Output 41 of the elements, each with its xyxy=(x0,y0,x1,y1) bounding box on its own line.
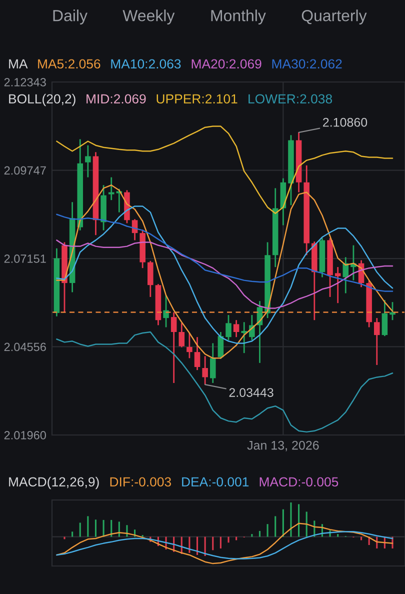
candlestick xyxy=(163,294,169,328)
y-tick-label: 2.04556 xyxy=(4,342,46,352)
annotation: 2.10860 xyxy=(323,118,368,127)
line-series xyxy=(56,214,394,292)
text: MA xyxy=(9,59,28,68)
annotation: BOLL(20,2) xyxy=(9,94,76,106)
candlestick xyxy=(374,317,380,366)
text: LOWER:2.038 xyxy=(248,94,332,104)
annotation: 2.03443 xyxy=(229,388,274,397)
candlestick xyxy=(186,332,192,359)
candlestick xyxy=(334,266,341,304)
line-series xyxy=(56,126,394,214)
text: UPPER:2.101 xyxy=(156,94,238,104)
text: MA20:2.069 xyxy=(192,59,262,69)
candlestick xyxy=(194,336,200,371)
candlestick xyxy=(178,322,185,348)
candlestick xyxy=(85,144,91,178)
y-tick-label: 2.12343 xyxy=(4,78,46,86)
text: Quarterly xyxy=(302,10,367,24)
candlestick xyxy=(202,355,208,386)
text: MA10:2.063 xyxy=(111,59,181,69)
text: MA30:2.062 xyxy=(272,59,342,69)
text: Weekly xyxy=(122,10,175,24)
candlestick xyxy=(382,299,388,337)
candlestick xyxy=(226,314,232,341)
candlestick xyxy=(170,312,177,384)
y-tick-label: 2.07151 xyxy=(4,254,46,263)
line-series xyxy=(56,331,394,433)
candlestick xyxy=(249,314,255,341)
candlestick xyxy=(210,342,216,384)
candlestick xyxy=(233,319,240,338)
candlestick xyxy=(241,321,248,354)
x-tick-label: Jan 13, 2026 xyxy=(247,440,319,452)
text: MA5:2.056 xyxy=(38,59,100,69)
y-tick-label: 2.09747 xyxy=(4,166,46,175)
y-tick-label: 2.01960 xyxy=(4,431,46,440)
candlestick xyxy=(108,176,114,201)
legend-label: MID:2.069 xyxy=(86,94,146,104)
text: Monthly xyxy=(211,10,266,24)
candlestick xyxy=(148,260,154,298)
text: Daily xyxy=(53,10,88,24)
